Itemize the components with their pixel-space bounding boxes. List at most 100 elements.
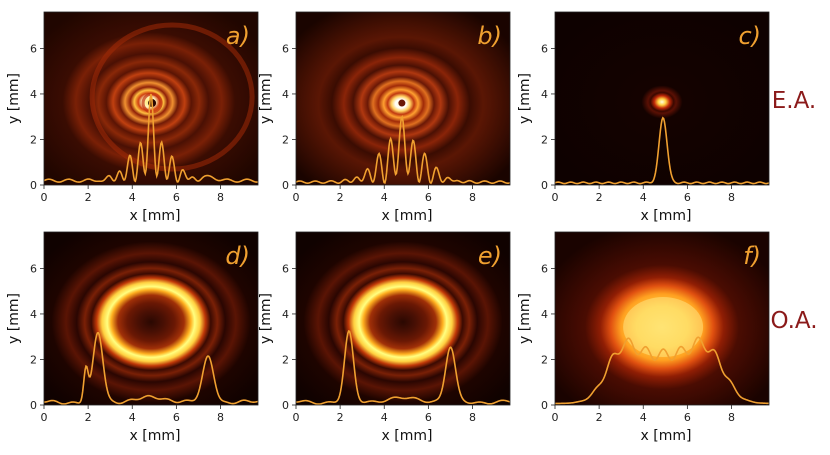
- x-axis-label: x [mm]: [382, 208, 433, 224]
- x-tick-label: 2: [596, 191, 603, 204]
- x-tick-label: 0: [293, 411, 300, 424]
- panel-f: 0 2 4 6 8 0 2 4 6 x [mm] y [mm] f): [517, 231, 770, 444]
- x-tick-label: 8: [728, 411, 735, 424]
- panel-label-c: c): [738, 22, 761, 50]
- y-axis-label: y [mm]: [6, 293, 22, 344]
- y-tick-label: 6: [30, 262, 37, 275]
- x-tick-label: 2: [85, 411, 92, 424]
- y-axis-label: y [mm]: [258, 73, 274, 124]
- beam-image-e: [296, 232, 510, 405]
- x-tick-label: 4: [129, 411, 136, 424]
- x-tick-label: 2: [596, 411, 603, 424]
- y-tick-label: 2: [30, 353, 37, 366]
- panel-label-d: d): [225, 242, 250, 270]
- x-axis-label: x [mm]: [130, 428, 181, 444]
- x-tick-label: 4: [640, 191, 647, 204]
- x-tick-label: 8: [217, 191, 224, 204]
- y-tick-label: 4: [282, 88, 289, 101]
- y-tick-label: 6: [282, 262, 289, 275]
- y-tick-label: 2: [30, 133, 37, 146]
- axes-frame: [554, 231, 770, 406]
- intensity-profile-a: [43, 93, 259, 183]
- x-axis-label: x [mm]: [641, 208, 692, 224]
- x-tick-label: 6: [173, 191, 180, 204]
- x-axis-label: x [mm]: [382, 428, 433, 444]
- y-tick-label: 2: [541, 133, 548, 146]
- panel-d: 0 2 4 6 8 0 2 4 6 x [mm] y [mm] d): [6, 231, 259, 444]
- x-tick-label: 6: [173, 411, 180, 424]
- y-tick-label: 6: [30, 42, 37, 55]
- x-tick-label: 0: [552, 411, 559, 424]
- hot-core: [623, 297, 704, 358]
- center-spot: [398, 99, 406, 107]
- panel-a: 0 2 4 6 8 0 2 4 6 x [mm] y [mm] a): [6, 11, 259, 224]
- x-tick-label: 2: [337, 411, 344, 424]
- x-tick-label: 8: [469, 411, 476, 424]
- x-tick-label: 0: [552, 191, 559, 204]
- panel-e: 0 2 4 6 8 0 2 4 6 x [mm] y [mm] e): [258, 231, 511, 444]
- y-tick-label: 0: [282, 179, 289, 192]
- x-tick-label: 6: [425, 411, 432, 424]
- x-tick-label: 0: [41, 411, 48, 424]
- y-tick-label: 6: [541, 262, 548, 275]
- y-axis-label: y [mm]: [6, 73, 22, 124]
- beam-image-d: [44, 232, 258, 405]
- y-tick-label: 2: [541, 353, 548, 366]
- y-tick-label: 6: [541, 42, 548, 55]
- y-tick-label: 0: [541, 399, 548, 412]
- axes-frame: [43, 11, 259, 186]
- x-tick-label: 2: [337, 191, 344, 204]
- intensity-profile-e: [295, 330, 511, 405]
- y-tick-label: 2: [282, 133, 289, 146]
- intensity-profile-f: [554, 336, 770, 405]
- y-tick-label: 2: [282, 353, 289, 366]
- panels-layer: 0 2 4 6 8 0 2 4 6 x [mm] y [mm] a) 0 2 4 6 8 0 2 4 6 x [mm] y …: [6, 11, 770, 444]
- y-tick-label: 4: [282, 308, 289, 321]
- x-tick-label: 6: [684, 411, 691, 424]
- y-tick-label: 4: [541, 88, 548, 101]
- x-tick-label: 0: [41, 191, 48, 204]
- x-axis-label: x [mm]: [641, 428, 692, 444]
- panel-label-b: b): [477, 22, 502, 50]
- x-tick-label: 0: [293, 191, 300, 204]
- x-tick-label: 2: [85, 191, 92, 204]
- y-axis-label: y [mm]: [258, 293, 274, 344]
- intensity-profile-d: [43, 331, 259, 405]
- x-tick-label: 6: [425, 191, 432, 204]
- y-axis-label: y [mm]: [517, 73, 533, 124]
- y-tick-label: 4: [30, 308, 37, 321]
- panel-label-f: f): [743, 242, 761, 270]
- x-axis-label: x [mm]: [130, 208, 181, 224]
- x-tick-label: 8: [728, 191, 735, 204]
- x-tick-label: 6: [684, 191, 691, 204]
- y-tick-label: 4: [541, 308, 548, 321]
- beam-image-c: [555, 12, 769, 185]
- intensity-profile-b: [295, 115, 511, 185]
- y-tick-label: 0: [282, 399, 289, 412]
- panel-label-e: e): [478, 242, 502, 270]
- x-tick-label: 8: [469, 191, 476, 204]
- x-tick-label: 4: [129, 191, 136, 204]
- x-tick-label: 8: [217, 411, 224, 424]
- row-labels-layer: E.A. O.A.: [770, 88, 817, 334]
- x-tick-label: 4: [381, 191, 388, 204]
- panel-label-a: a): [226, 22, 250, 50]
- y-tick-label: 0: [30, 179, 37, 192]
- row-label: O.A.: [770, 308, 817, 334]
- y-tick-label: 0: [541, 179, 548, 192]
- y-tick-label: 0: [30, 399, 37, 412]
- axes-frame: [43, 231, 259, 406]
- beam-image-b: [296, 12, 510, 185]
- y-axis-label: y [mm]: [517, 293, 533, 344]
- x-tick-label: 4: [381, 411, 388, 424]
- axes-frame: [295, 11, 511, 186]
- y-tick-label: 4: [30, 88, 37, 101]
- x-tick-label: 4: [640, 411, 647, 424]
- axes-frame: [554, 11, 770, 186]
- row-label: E.A.: [772, 88, 816, 114]
- y-tick-label: 6: [282, 42, 289, 55]
- panel-b: 0 2 4 6 8 0 2 4 6 x [mm] y [mm] b): [258, 11, 511, 224]
- intensity-profile-c: [554, 116, 770, 185]
- ring-artifact: [89, 22, 255, 172]
